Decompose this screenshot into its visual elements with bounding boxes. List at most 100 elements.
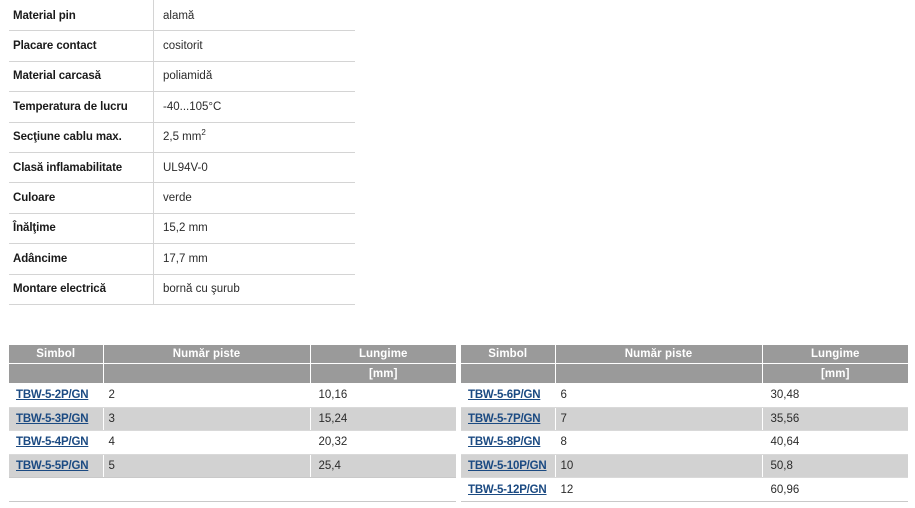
part-symbol-link[interactable]: TBW-5-12P/GN [468,483,547,496]
spec-row: Temperatura de lucru -40...105°C [9,91,355,123]
cell-symbol: TBW-5-6P/GN [461,383,556,408]
spec-row: Material carcasă poliamidă [9,61,355,93]
part-symbol-link[interactable]: TBW-5-8P/GN [468,436,541,449]
header-row-titles: Simbol Număr piste Lungime [461,345,908,364]
spec-value: 17,7 mm [153,243,355,275]
table-row: TBW-5-12P/GN 12 60,96 [461,477,908,502]
table-row: TBW-5-2P/GN 2 10,16 [9,383,456,408]
part-table-left-header: Simbol Număr piste Lungime [mm] [9,345,456,384]
spec-label: Adâncime [9,243,154,275]
part-symbol-link[interactable]: TBW-5-2P/GN [16,389,89,402]
spec-value: 15,2 mm [153,213,355,245]
spec-row: Material pin alamă [9,0,355,32]
cell-length: 25,4 [310,454,456,479]
specifications-body: Material pin alamă Placare contact cositori… [9,0,355,305]
part-table-left-body: TBW-5-2P/GN 2 10,16 TBW-5-3P/GN 3 15,24 TBW-5-… [9,383,456,479]
spec-label: Material pin [9,0,154,32]
specifications-table: Material pin alamă Placare contact cositori… [9,0,355,305]
part-table-right-header: Simbol Număr piste Lungime [mm] [461,345,908,384]
cell-tracks: 4 [103,430,311,455]
spec-value: -40...105°C [153,91,355,123]
spec-value: alamă [153,0,355,32]
cell-length: 35,56 [762,407,908,432]
spec-label: Montare electrică [9,274,154,305]
spec-row: Montare electrică bornă cu şurub [9,274,355,305]
column-unit-tracks [555,363,763,384]
cell-symbol: TBW-5-10P/GN [461,454,556,479]
spec-value: UL94V-0 [153,152,355,184]
column-header-length: Lungime [762,345,908,364]
spec-label: Secţiune cablu max. [9,122,154,153]
cell-length: 15,24 [310,407,456,432]
part-symbol-link[interactable]: TBW-5-5P/GN [16,460,89,473]
cell-tracks: 7 [555,407,763,432]
cell-symbol: TBW-5-2P/GN [9,383,104,408]
spec-row: Secţiune cablu max. 2,5 mm2 [9,122,355,153]
table-row: TBW-5-10P/GN 10 50,8 [461,454,908,479]
spec-label: Temperatura de lucru [9,91,154,123]
cell-tracks: 6 [555,383,763,408]
spec-label: Placare contact [9,30,154,62]
table-row: TBW-5-4P/GN 4 20,32 [9,430,456,455]
spec-row: Clasă inflamabilitate UL94V-0 [9,152,355,184]
column-unit-length: [mm] [310,363,456,384]
table-row: TBW-5-5P/GN 5 25,4 [9,454,456,479]
column-unit-symbol [461,363,556,384]
column-header-tracks: Număr piste [555,345,763,364]
part-symbol-link[interactable]: TBW-5-4P/GN [16,436,89,449]
spec-label: Culoare [9,182,154,214]
spec-value-text: 2,5 mm [163,131,202,144]
spec-label: Material carcasă [9,61,154,93]
cell-length: 20,32 [310,430,456,455]
cell-length: 60,96 [762,477,908,502]
cell-symbol: TBW-5-8P/GN [461,430,556,455]
spec-value: bornă cu şurub [153,274,355,305]
spec-value: 2,5 mm2 [153,122,355,153]
spec-value: verde [153,182,355,214]
cell-tracks: 12 [555,477,763,502]
spec-row: Adâncime 17,7 mm [9,243,355,275]
cell-tracks: 5 [103,454,311,479]
cell-length: 30,48 [762,383,908,408]
column-header-symbol: Simbol [9,345,104,364]
part-number-table-left: Simbol Număr piste Lungime [mm] TBW-5-2P… [9,345,456,479]
table-row: TBW-5-7P/GN 7 35,56 [461,407,908,432]
header-row-units: [mm] [9,363,456,384]
cell-symbol: TBW-5-7P/GN [461,407,556,432]
cell-symbol: TBW-5-3P/GN [9,407,104,432]
table-row: TBW-5-3P/GN 3 15,24 [9,407,456,432]
header-row-units: [mm] [461,363,908,384]
column-header-tracks: Număr piste [103,345,311,364]
cell-length: 10,16 [310,383,456,408]
column-unit-symbol [9,363,104,384]
cell-tracks: 10 [555,454,763,479]
spec-row: Placare contact cositorit [9,30,355,62]
cell-symbol: TBW-5-5P/GN [9,454,104,479]
column-header-length: Lungime [310,345,456,364]
part-symbol-link[interactable]: TBW-5-6P/GN [468,389,541,402]
cell-symbol: TBW-5-4P/GN [9,430,104,455]
part-symbol-link[interactable]: TBW-5-3P/GN [16,412,89,425]
table-row: TBW-5-8P/GN 8 40,64 [461,430,908,455]
spec-value-superscript: 2 [201,128,206,138]
part-table-right-body: TBW-5-6P/GN 6 30,48 TBW-5-7P/GN 7 35,56 TBW-5-… [461,383,908,502]
part-symbol-link[interactable]: TBW-5-10P/GN [468,460,547,473]
spec-row: Culoare verde [9,182,355,214]
spec-label: Clasă inflamabilitate [9,152,154,184]
part-symbol-link[interactable]: TBW-5-7P/GN [468,412,541,425]
cell-symbol: TBW-5-12P/GN [461,477,556,502]
part-number-table-right: Simbol Număr piste Lungime [mm] TBW-5-6P… [461,345,908,502]
column-unit-tracks [103,363,311,384]
column-header-symbol: Simbol [461,345,556,364]
header-row-titles: Simbol Număr piste Lungime [9,345,456,364]
cell-tracks: 3 [103,407,311,432]
cell-length: 50,8 [762,454,908,479]
table-row: TBW-5-6P/GN 6 30,48 [461,383,908,408]
spec-value: poliamidă [153,61,355,93]
spec-label: Înălţime [9,213,154,245]
cell-tracks: 2 [103,383,311,408]
table-bottom-rule-right [461,501,908,502]
spec-value: cositorit [153,30,355,62]
spec-row: Înălţime 15,2 mm [9,213,355,245]
cell-tracks: 8 [555,430,763,455]
